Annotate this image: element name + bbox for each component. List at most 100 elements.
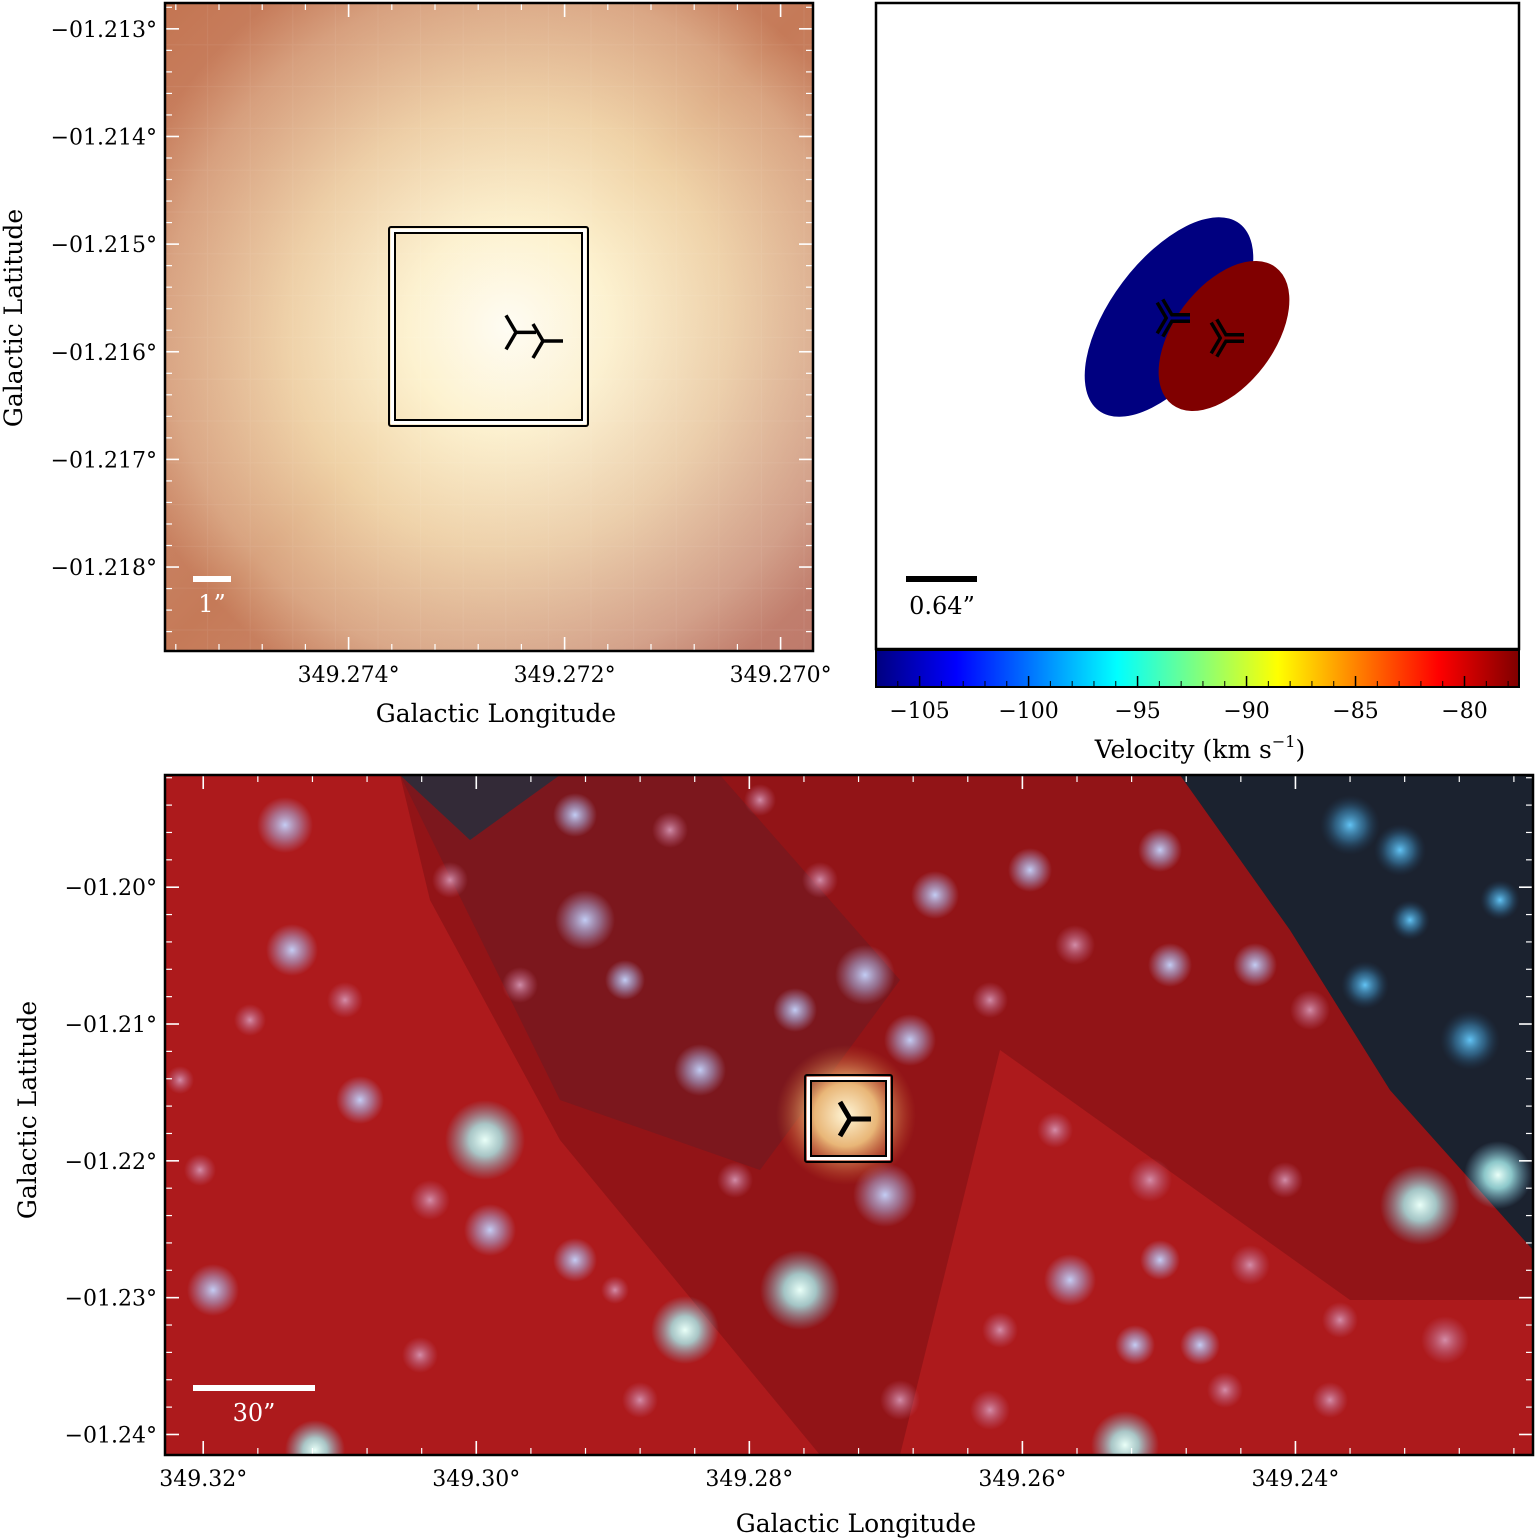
background-star	[835, 945, 895, 1005]
background-star	[1230, 1245, 1270, 1285]
background-star	[970, 1390, 1010, 1430]
background-star	[464, 1204, 516, 1256]
colorbar-tick-labels: −105 −100 −95 −90 −85 −80	[889, 699, 1487, 724]
background-star	[166, 1066, 194, 1094]
background-star	[187, 1264, 239, 1316]
top-left-y-tick-label: −01.214°	[51, 125, 157, 150]
background-star	[1037, 1112, 1073, 1148]
top-left-marker-icon	[504, 314, 536, 351]
bottom-scale-label: 30”	[233, 1399, 276, 1427]
background-star	[1267, 1162, 1303, 1198]
background-star	[410, 1180, 450, 1220]
top-left-aperture-box	[388, 226, 589, 427]
colorbar-tick-label: −80	[1441, 699, 1487, 724]
background-star	[1390, 900, 1430, 940]
top-left-y-tick-label: −01.215°	[51, 233, 157, 258]
background-star	[336, 1076, 384, 1124]
background-star	[1138, 828, 1182, 872]
background-star	[1322, 1302, 1358, 1338]
background-star	[1380, 1165, 1460, 1245]
star-field	[166, 784, 1532, 1455]
background-star	[880, 1380, 920, 1420]
colorbar-tick-label: −100	[998, 699, 1058, 724]
colorbar-tick-label: −90	[1223, 699, 1269, 724]
background-star	[553, 1238, 597, 1282]
bottom-scale-bar: 30”	[193, 1385, 315, 1427]
background-star	[1320, 795, 1380, 855]
background-star	[1044, 1254, 1096, 1306]
bottom-x-tick-labels: 349.32° 349.30° 349.28° 349.26° 349.24°	[159, 1467, 1339, 1492]
background-star	[1091, 1411, 1159, 1455]
top-left-y-tick-labels: −01.213° −01.214° −01.215° −01.216° −01.217°…	[51, 18, 157, 581]
colorbar-gradient	[875, 649, 1520, 688]
bottom-x-tick-label: 349.26°	[978, 1467, 1066, 1492]
background-star	[1207, 1372, 1243, 1408]
background-star	[1290, 990, 1330, 1030]
bottom-panel: 30” 349.32° 349.30° 349.28° 349.26° 349.24° …	[13, 773, 1535, 1538]
blue-component-marker-icon	[1155, 298, 1190, 338]
background-star	[266, 924, 318, 976]
background-star	[1374, 824, 1426, 876]
background-star	[601, 1276, 629, 1304]
background-star	[1480, 880, 1520, 920]
bottom-y-tick-label: −01.24°	[65, 1423, 157, 1448]
bottom-x-tick-label: 349.30°	[432, 1467, 520, 1492]
background-star	[1128, 1158, 1172, 1202]
background-star	[744, 784, 776, 816]
bottom-y-tick-label: −01.23°	[65, 1287, 157, 1312]
background-star	[1421, 1316, 1469, 1364]
background-star	[911, 871, 959, 919]
background-star	[1140, 1240, 1180, 1280]
top-right-scale-label: 0.64”	[909, 592, 975, 620]
bottom-zoom-box	[804, 1074, 893, 1163]
bottom-target-marker-icon	[837, 1100, 871, 1138]
top-right-panel: 0.64”	[874, 1, 1521, 651]
top-left-image	[165, 3, 813, 651]
background-star	[1008, 848, 1052, 892]
top-left-frame	[163, 1, 815, 653]
background-star	[651, 1296, 719, 1364]
bottom-x-tick-label: 349.24°	[1251, 1467, 1339, 1492]
background-star	[502, 967, 538, 1003]
bottom-y-tick-label: −01.22°	[65, 1150, 157, 1175]
top-left-x-tick-label: 349.270°	[730, 663, 832, 688]
red-component-marker-icon	[1209, 318, 1244, 358]
background-star	[402, 1337, 438, 1373]
bottom-x-tick-label: 349.32°	[159, 1467, 247, 1492]
background-star	[285, 1420, 345, 1455]
background-star	[555, 890, 615, 950]
colorbar-ticks	[897, 676, 1509, 687]
background-star	[605, 960, 645, 1000]
top-left-x-axis-title: Galactic Longitude	[376, 699, 616, 728]
bottom-frame	[163, 773, 1535, 1457]
bottom-image	[165, 775, 1533, 1455]
top-left-x-tick-label: 349.274°	[298, 663, 400, 688]
bottom-y-tick-label: −01.20°	[65, 876, 157, 901]
top-left-y-tick-label: −01.216°	[51, 341, 157, 366]
background-star	[1341, 961, 1389, 1009]
background-star	[884, 1014, 936, 1066]
top-left-y-tick-label: −01.218°	[51, 556, 157, 581]
background-star	[717, 1162, 753, 1198]
top-left-marker-icon	[531, 323, 563, 359]
top-right-scale-bar: 0.64”	[906, 576, 977, 620]
bottom-y-tick-label: −01.21°	[65, 1013, 157, 1038]
background-star	[234, 1004, 266, 1036]
background-star	[327, 982, 363, 1018]
top-left-y-axis-title: Galactic Latitude	[0, 209, 28, 427]
top-left-marker-group	[504, 314, 563, 359]
background-star	[674, 1044, 726, 1096]
colorbar-title: Velocity (km s−1)	[1094, 732, 1305, 764]
background-star	[257, 797, 313, 853]
background-star	[1180, 1325, 1220, 1365]
bottom-ticks	[165, 775, 1533, 1455]
bottom-x-axis-title: Galactic Longitude	[736, 1509, 976, 1538]
background-star	[432, 862, 468, 898]
velocity-colorbar: −105 −100 −95 −90 −85 −80 Velocity (km s−1)	[875, 649, 1520, 764]
top-left-y-tick-label: −01.217°	[51, 448, 157, 473]
background-star	[1055, 925, 1095, 965]
background-star	[1148, 943, 1192, 987]
colorbar-tick-label: −105	[889, 699, 949, 724]
top-left-x-tick-label: 349.272°	[514, 663, 616, 688]
